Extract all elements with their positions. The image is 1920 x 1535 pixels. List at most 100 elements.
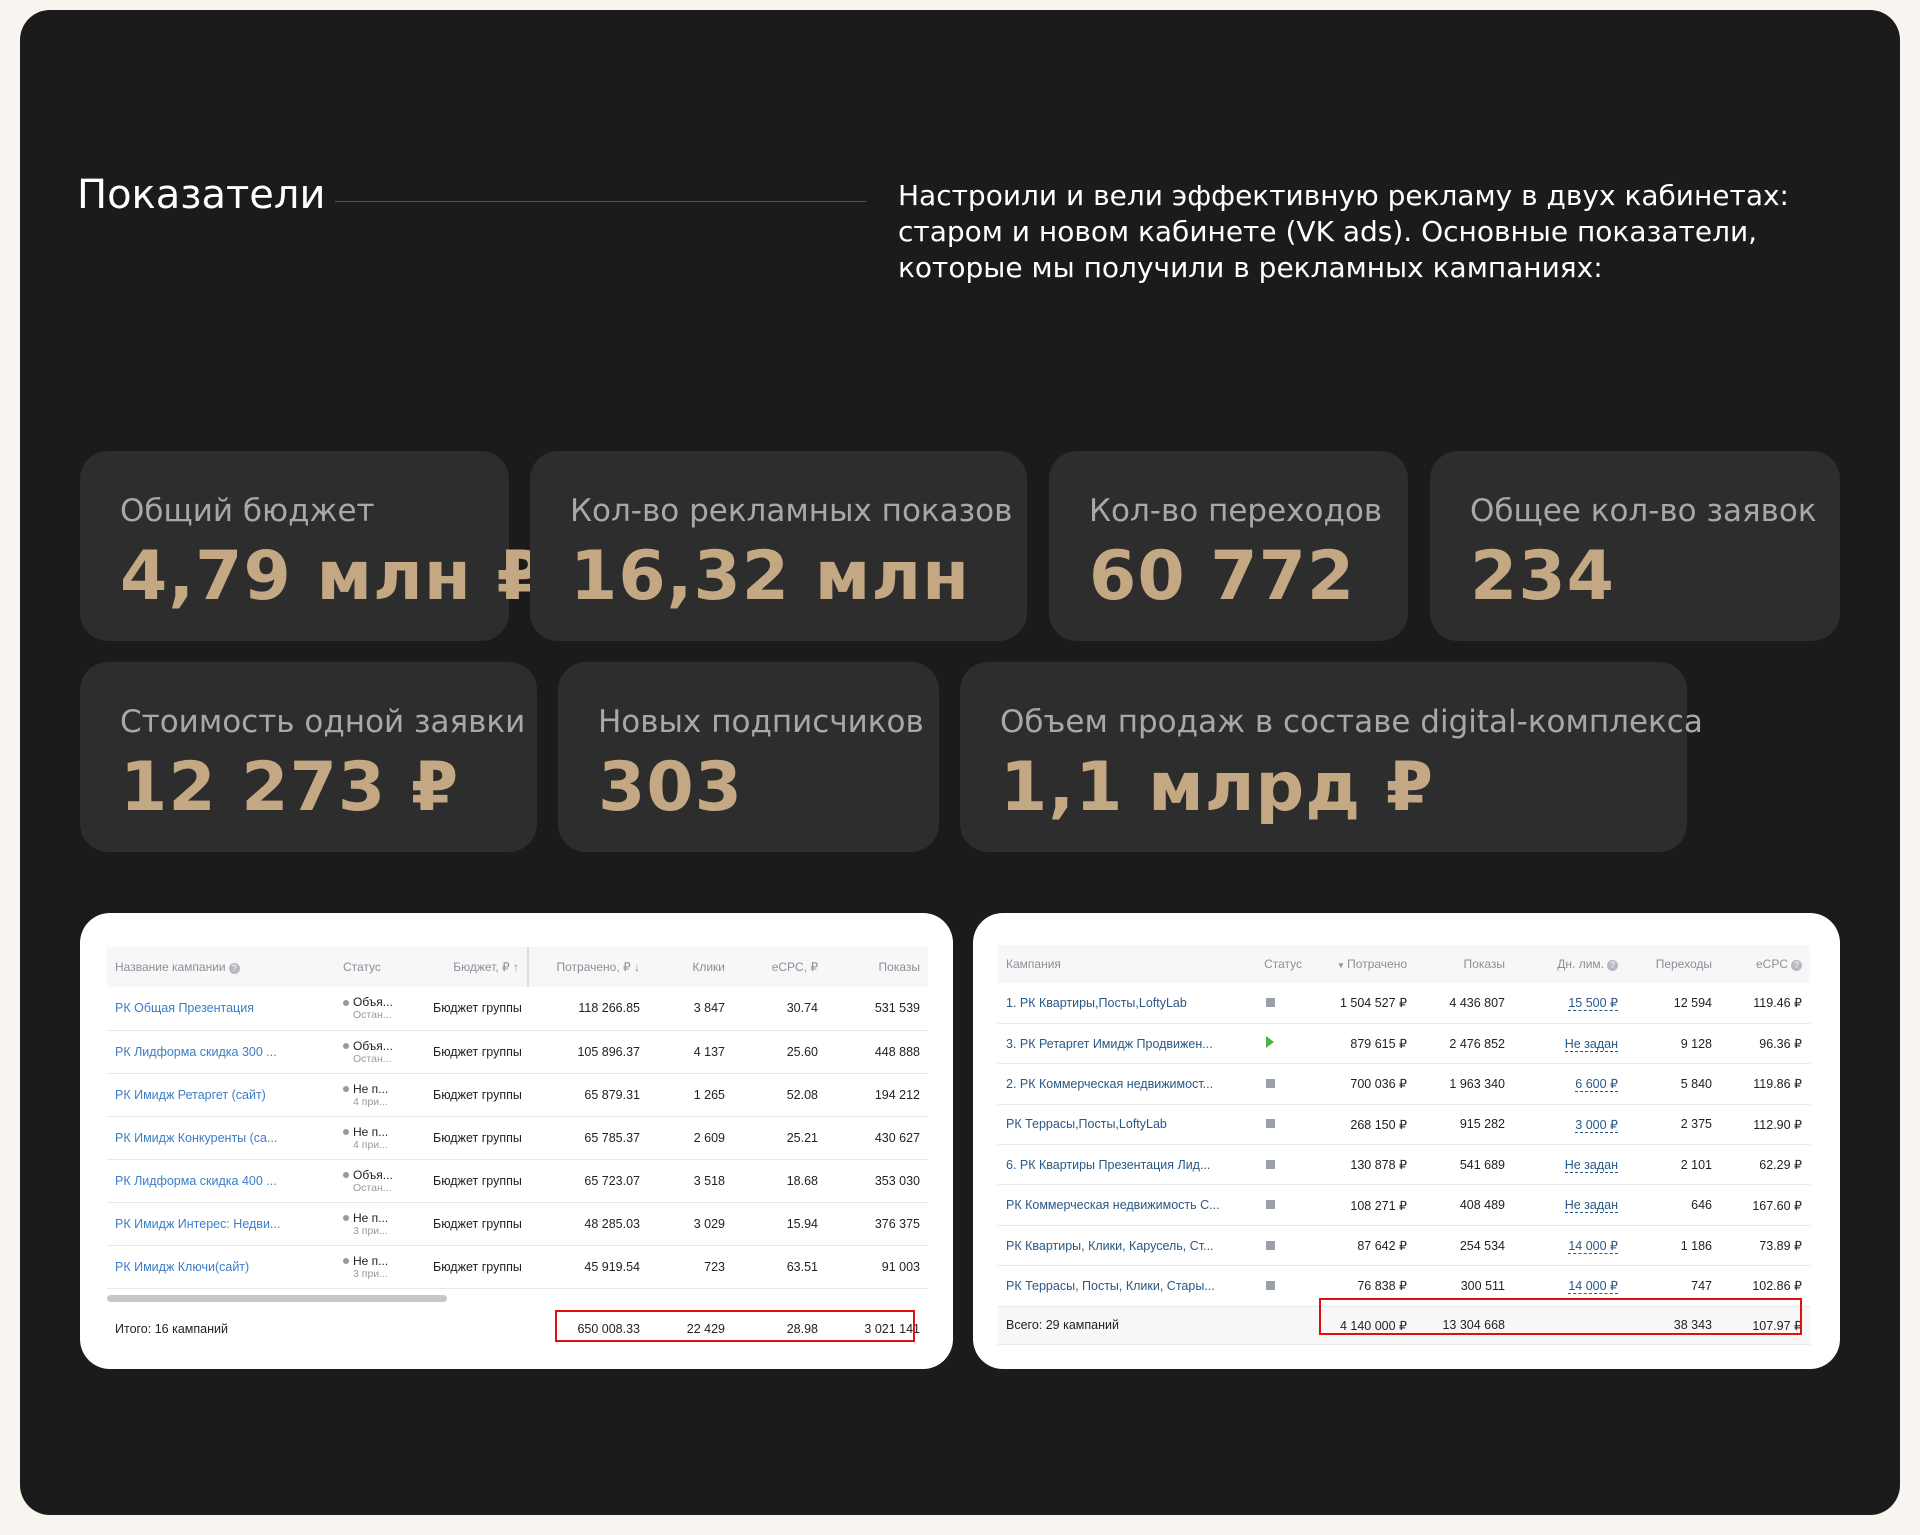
col-status[interactable]: Статус <box>1264 957 1302 971</box>
status-cell[interactable] <box>1243 1063 1310 1105</box>
campaign-link[interactable]: РК Лидформа скидка 400 ... <box>115 1173 277 1188</box>
table-row[interactable]: РК Имидж Интерес: Недви... Не п... 3 при..… <box>107 1202 928 1246</box>
status-cell[interactable] <box>1243 1023 1310 1065</box>
daily-limit-link[interactable]: Не задан <box>1564 1157 1618 1173</box>
campaign-link[interactable]: РК Квартиры, Клики, Карусель, Ст... <box>1006 1238 1214 1253</box>
table-row[interactable]: РК Имидж Ключи(сайт) Не п... 3 при... Бюдже… <box>107 1245 928 1289</box>
col-shows[interactable]: Показы <box>1463 957 1505 971</box>
campaign-name-link[interactable]: 6. РК Квартиры Презентация Лид... <box>998 1144 1243 1186</box>
campaign-name-link[interactable]: РК Террасы, Посты, Клики, Стары... <box>998 1265 1243 1307</box>
status-cell[interactable] <box>1243 1104 1310 1146</box>
col-spent[interactable]: Потрачено, ₽ ↓ <box>556 960 640 974</box>
status-cell[interactable] <box>1243 1225 1310 1267</box>
daily-limit-link[interactable]: 3 000 ₽ <box>1575 1117 1618 1133</box>
campaign-name-link[interactable]: РК Террасы,Посты,LoftyLab <box>998 1104 1243 1146</box>
stop-icon[interactable] <box>1266 1200 1275 1210</box>
table-row[interactable]: РК Коммерческая недвижимость С... 108 271… <box>998 1184 1810 1226</box>
col-name[interactable]: Название кампании? <box>107 947 335 987</box>
campaign-name-link[interactable]: РК Имидж Ретаргет (сайт) <box>107 1073 335 1117</box>
daily-limit-link[interactable]: 15 500 ₽ <box>1568 996 1618 1012</box>
stop-icon[interactable] <box>1266 1240 1275 1250</box>
col-ecpc[interactable]: eCPC? <box>1720 945 1810 983</box>
table-row[interactable]: РК Общая Презентация Объя... Остан... Бюдже… <box>107 987 928 1031</box>
old-cabinet-total-row: Итого: 16 кампаний 650 008.33 22 429 28.… <box>107 1309 928 1349</box>
daily-limit-link[interactable]: 14 000 ₽ <box>1568 1239 1618 1255</box>
spent-cell: 48 285.03 <box>528 1202 648 1246</box>
daily-limit-cell[interactable]: Не задан <box>1513 1144 1626 1186</box>
stop-icon[interactable] <box>1266 1280 1275 1290</box>
stop-icon[interactable] <box>1266 997 1275 1007</box>
daily-limit-cell[interactable]: Не задан <box>1513 1184 1626 1226</box>
campaign-name-link[interactable]: 1. РК Квартиры,Посты,LoftyLab <box>998 983 1243 1024</box>
campaign-link[interactable]: РК Имидж Ключи(сайт) <box>115 1259 250 1274</box>
stop-icon[interactable] <box>1266 1119 1275 1129</box>
status-cell[interactable] <box>1243 1144 1310 1186</box>
col-daily-limit[interactable]: Дн. лим.? <box>1513 945 1626 983</box>
campaign-name-link[interactable]: 3. РК Ретаргет Имидж Продвижен... <box>998 1023 1243 1065</box>
daily-limit-cell[interactable]: 15 500 ₽ <box>1513 983 1626 1024</box>
campaign-name-link[interactable]: РК Имидж Конкуренты (са... <box>107 1116 335 1160</box>
campaign-name-link[interactable]: РК Имидж Ключи(сайт) <box>107 1245 335 1289</box>
campaign-link[interactable]: 1. РК Квартиры,Посты,LoftyLab <box>1006 995 1187 1010</box>
stat-value: 60 772 <box>1089 537 1356 616</box>
table-row[interactable]: РК Имидж Ретаргет (сайт) Не п... 4 при... Б… <box>107 1073 928 1117</box>
col-campaign[interactable]: Кампания <box>1006 957 1061 971</box>
campaign-link[interactable]: РК Террасы, Посты, Клики, Стары... <box>1006 1278 1215 1293</box>
campaign-link[interactable]: РК Лидформа скидка 300 ... <box>115 1044 277 1059</box>
table-row[interactable]: 3. РК Ретаргет Имидж Продвижен... 879 615… <box>998 1023 1810 1065</box>
status-cell[interactable] <box>1243 983 1310 1024</box>
spent-cell: 45 919.54 <box>528 1245 648 1289</box>
daily-limit-link[interactable]: Не задан <box>1564 1036 1618 1052</box>
col-shows[interactable]: Показы <box>878 960 920 974</box>
col-transitions[interactable]: Переходы <box>1655 957 1712 971</box>
stop-icon[interactable] <box>1266 1078 1275 1088</box>
campaign-link[interactable]: РК Общая Презентация <box>115 1001 254 1016</box>
campaign-link[interactable]: РК Имидж Конкуренты (са... <box>115 1130 278 1145</box>
campaign-link[interactable]: 2. РК Коммерческая недвижимост... <box>1006 1076 1214 1091</box>
stop-icon[interactable] <box>1266 1159 1275 1169</box>
help-icon[interactable]: ? <box>1791 960 1802 971</box>
help-icon[interactable]: ? <box>228 963 240 974</box>
daily-limit-link[interactable]: Не задан <box>1564 1198 1618 1214</box>
campaign-name-link[interactable]: РК Имидж Интерес: Недви... <box>107 1202 335 1246</box>
table-row[interactable]: РК Террасы, Посты, Клики, Стары... 76 838… <box>998 1265 1810 1307</box>
col-clicks[interactable]: Клики <box>692 960 725 974</box>
campaign-link[interactable]: РК Коммерческая недвижимость С... <box>1006 1198 1220 1213</box>
vk-ads-total-row: Всего: 29 кампаний 4 140 000 ₽ 13 304 66… <box>998 1306 1810 1345</box>
table-row[interactable]: 1. РК Квартиры,Посты,LoftyLab 1 504 527 ₽… <box>998 983 1810 1024</box>
daily-limit-link[interactable]: 14 000 ₽ <box>1568 1279 1618 1295</box>
table-row[interactable]: 6. РК Квартиры Презентация Лид... 130 878… <box>998 1144 1810 1186</box>
daily-limit-link[interactable]: 6 600 ₽ <box>1575 1077 1618 1093</box>
play-icon[interactable] <box>1266 1036 1274 1049</box>
campaign-name-link[interactable]: 2. РК Коммерческая недвижимост... <box>998 1063 1243 1105</box>
campaign-name-link[interactable]: РК Лидформа скидка 300 ... <box>107 1030 335 1074</box>
help-icon[interactable]: ? <box>1607 960 1618 971</box>
status-cell[interactable] <box>1243 1184 1310 1226</box>
campaign-name-link[interactable]: РК Коммерческая недвижимость С... <box>998 1184 1243 1226</box>
daily-limit-cell[interactable]: 6 600 ₽ <box>1513 1063 1626 1105</box>
col-spent[interactable]: ▼ Потрачено <box>1337 957 1407 971</box>
campaign-name-link[interactable]: РК Лидформа скидка 400 ... <box>107 1159 335 1203</box>
daily-limit-cell[interactable]: Не задан <box>1513 1023 1626 1065</box>
campaign-link[interactable]: РК Террасы,Посты,LoftyLab <box>1006 1117 1167 1132</box>
campaign-link[interactable]: 3. РК Ретаргет Имидж Продвижен... <box>1006 1036 1213 1051</box>
col-ecpc[interactable]: eCPC, ₽ <box>771 960 818 974</box>
campaign-name-link[interactable]: РК Квартиры, Клики, Карусель, Ст... <box>998 1225 1243 1267</box>
table-row[interactable]: РК Имидж Конкуренты (са... Не п... 4 при..… <box>107 1116 928 1160</box>
campaign-link[interactable]: РК Имидж Интерес: Недви... <box>115 1216 281 1231</box>
table-row[interactable]: РК Террасы,Посты,LoftyLab 268 150 ₽915 28… <box>998 1104 1810 1146</box>
campaign-link[interactable]: РК Имидж Ретаргет (сайт) <box>115 1087 266 1102</box>
status-cell[interactable] <box>1243 1265 1310 1307</box>
col-budget[interactable]: Бюджет, ₽ ↑ <box>425 947 529 987</box>
campaign-name-link[interactable]: РК Общая Презентация <box>107 987 335 1031</box>
horizontal-scrollbar[interactable] <box>107 1295 447 1302</box>
campaign-link[interactable]: 6. РК Квартиры Презентация Лид... <box>1006 1157 1211 1172</box>
col-status[interactable]: Статус <box>343 960 381 974</box>
daily-limit-cell[interactable]: 14 000 ₽ <box>1513 1225 1626 1267</box>
table-row[interactable]: РК Лидформа скидка 400 ... Объя... Остан..… <box>107 1159 928 1203</box>
table-row[interactable]: РК Лидформа скидка 300 ... Объя... Остан..… <box>107 1030 928 1074</box>
table-row[interactable]: 2. РК Коммерческая недвижимост... 700 036… <box>998 1063 1810 1105</box>
daily-limit-cell[interactable]: 3 000 ₽ <box>1513 1104 1626 1146</box>
total-shows: 3 021 141 <box>864 1322 920 1336</box>
table-row[interactable]: РК Квартиры, Клики, Карусель, Ст... 87 64… <box>998 1225 1810 1267</box>
